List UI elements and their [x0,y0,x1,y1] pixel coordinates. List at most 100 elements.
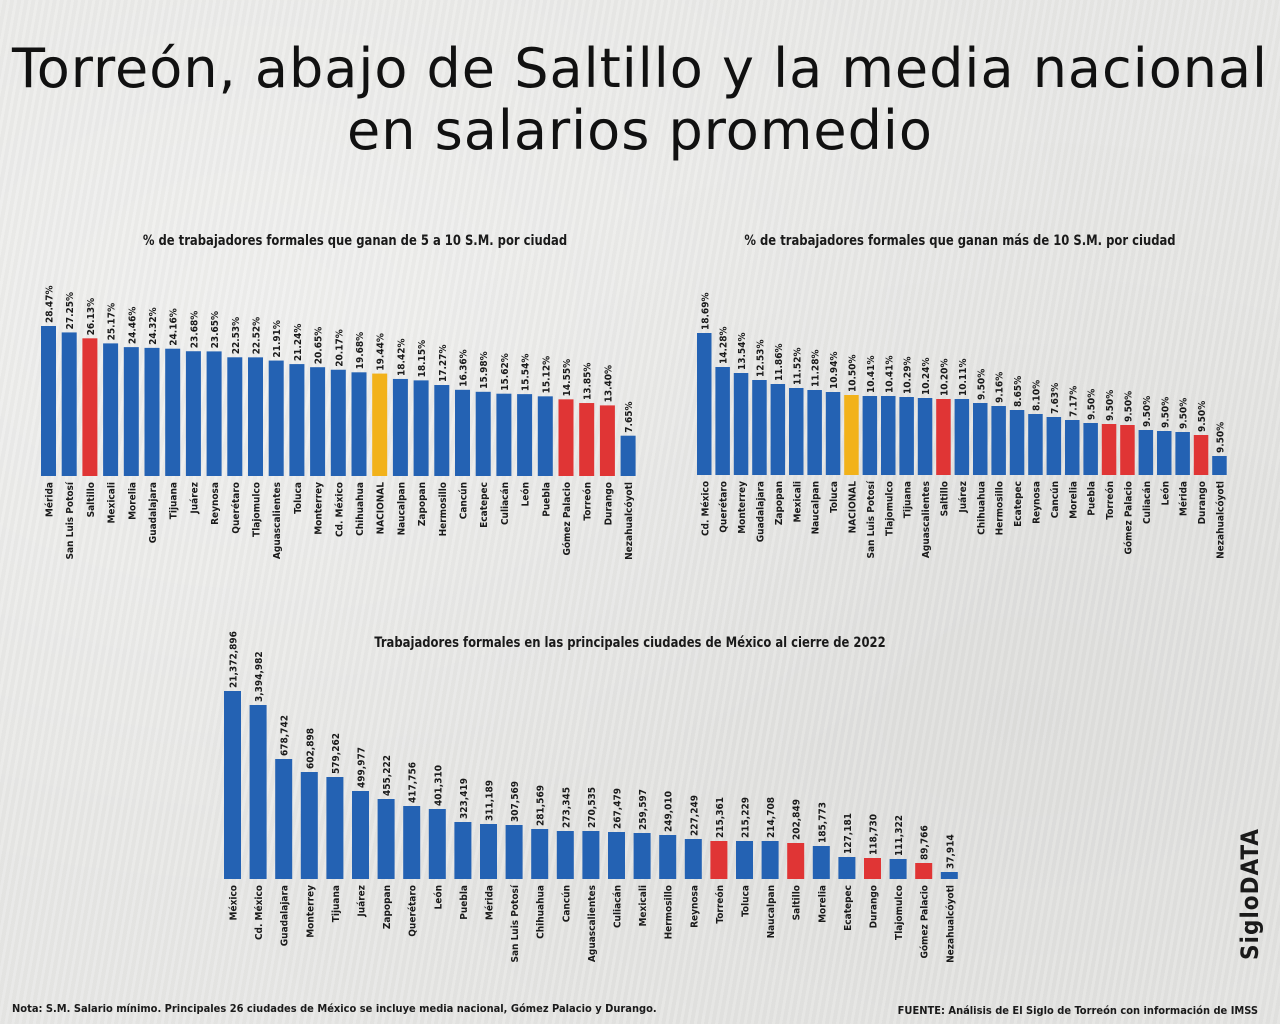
chart3-bar [454,822,472,879]
chart2-bar [733,373,749,475]
chart3-bar [249,705,267,879]
chart2-bar [1046,417,1062,475]
chart2-value-label: 13.54% [737,333,748,370]
chart1-category-label: Tlajomulco [252,482,263,537]
chart1-bar [82,338,98,476]
chart2-value-label: 11.52% [792,348,803,385]
chart3-value-label: 214,708 [766,797,777,838]
chart3-category-label: Mexicali [638,885,649,927]
chart1-bar [268,360,284,476]
chart3-bar [787,843,805,879]
chart1-bar [558,399,574,476]
chart3-bar [838,857,856,879]
chart3-value-label: 311,189 [485,780,496,821]
chart3-category-label: Morelia [817,885,828,923]
chart1-bars: 28.47% Mérida 27.25% San Luis Potosí 26.13% S… [41,286,636,560]
chart2-value-label: 9.50% [1142,396,1153,427]
chart2-category-label: Aguascalientes [921,481,932,558]
chart3-value-label: 417,756 [408,762,419,803]
chart3-title: Trabajadores formales en las principales… [374,635,886,651]
chart2-value-label: 9.50% [976,369,987,400]
chart3-category-label: Juárez [356,885,368,918]
chart2-category-label: Querétaro [718,481,730,533]
chart3-value-label: 579,262 [331,733,342,774]
chart3-bar [915,863,933,879]
chart2-category-label: Naucalpan [811,481,822,534]
chart2-category-label: Juárez [957,481,969,514]
chart3-category-label: Gómez Palacio [919,885,931,959]
chart2-value-label: 9.50% [1179,398,1190,429]
chart3-value-label: 401,310 [433,765,444,806]
chart3-category-label: Tijuana [331,885,342,922]
chart1-category-label: Juárez [188,482,200,515]
chart3-value-label: 215,229 [741,797,752,838]
chart2-bar [715,367,730,475]
chart2-category-label: Reynosa [1031,481,1042,524]
chart3-category-label: Zapopan [382,885,393,929]
chart3-category-label: Cancún [560,885,572,922]
chart3-value-label: 273,345 [561,787,572,828]
chart1-category-label: Hermosillo [438,482,449,536]
chart2-bar [1065,420,1080,475]
chart3-category-label: Hermosillo [664,885,675,939]
chart2-bar [899,397,914,475]
chart2-category-label: Torreón [1104,481,1116,520]
chart2-category-label: Mexicali [792,481,803,523]
chart3-value-label: 267,479 [613,788,624,829]
chart1-category-label: Puebla [541,482,552,517]
chart2-value-label: 8.10% [1031,380,1042,411]
chart3-bar [684,839,702,879]
chart3-category-label: Aguascalientes [587,885,598,962]
chart3-category-label: San Luis Potosí [509,884,521,962]
chart2-bar [1101,424,1117,475]
chart1-bar [475,391,491,476]
chart3-bar [582,831,600,879]
chart3-value-label: 37,914 [945,834,956,869]
chart2-bar [1028,414,1043,475]
chart3-value-label: 270,535 [587,787,598,828]
chart1-value-label: 7.65% [624,401,635,432]
chart2-bar [973,403,988,475]
chart1-value-label: 20.65% [314,327,325,364]
chart1-category-label: Durango [603,482,614,525]
chart2-category-label: Puebla [1087,481,1098,516]
chart1-title: % de trabajadores formales que ganan de … [142,233,568,249]
chart1-value-label: 15.12% [541,356,552,393]
chart1-bar [372,373,388,476]
chart1-bar [496,393,512,476]
chart3-category-label: Puebla [459,885,470,920]
chart1-bar [289,364,305,476]
chart2-value-label: 10.41% [884,356,895,393]
chart2-bar [770,384,786,475]
chart3-value-label: 227,249 [689,795,700,836]
chart2-value-label: 10.50% [847,355,858,392]
chart2-category-label: Gómez Palacio [1122,481,1134,555]
chart1-value-label: 19.44% [376,333,387,370]
chart1-category-label: San Luis Potosí [64,481,76,559]
chart1-bar [579,403,595,476]
chart1-value-label: 15.98% [479,351,490,388]
chart2-bar [1083,423,1098,475]
chart1-category-label: León [520,482,532,506]
chart1-bar [123,347,139,476]
chart2-title: % de trabajadores formales que ganan más… [744,233,1176,249]
chart1-category-label: Toluca [293,482,304,514]
chart1-category-label: Gómez Palacio [561,482,573,556]
chart3-bar [659,835,677,879]
chart1-category-label: Chihuahua [355,482,366,536]
chart3-bar [300,772,318,879]
chart1-category-label: Ecatepec [479,482,490,528]
chart3-category-label: Toluca [741,885,752,917]
chart3-value-label: 127,181 [843,813,854,854]
chart2-category-label: Cd. México [699,481,711,536]
chart1-category-label: Nezahualcóyotl [623,482,635,560]
chart1-bar [351,372,367,476]
chart2-value-label: 7.63% [1050,383,1061,414]
chart2-category-label: Guadalajara [755,481,766,542]
chart3-value-label: 202,849 [792,799,803,840]
chart3-value-label: 323,419 [459,778,470,819]
chart3-category-label: Nezahualcóyotl [944,885,956,963]
chart1-value-label: 24.32% [148,307,159,344]
chart2-category-label: San Luis Potosí [865,480,877,558]
chart3-bar [505,825,523,879]
